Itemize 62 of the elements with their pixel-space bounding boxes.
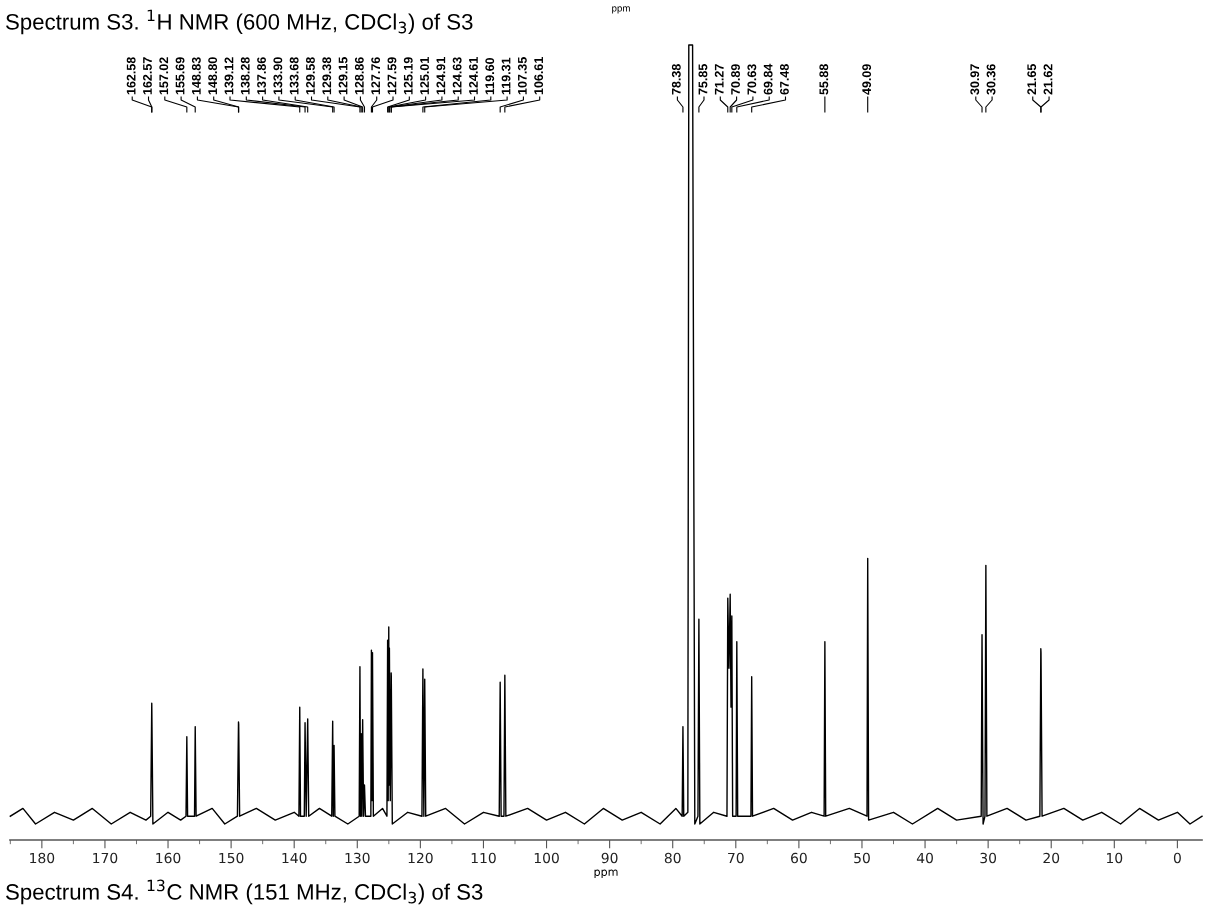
annotation: 124.61 xyxy=(469,57,478,95)
x-tick-label: 20 xyxy=(1043,852,1060,864)
annotation: 125.19 xyxy=(403,57,413,95)
x-tick-label: 0 xyxy=(1173,852,1181,864)
annotation: 49.09 xyxy=(862,64,872,95)
x-tick-label: 100 xyxy=(534,852,559,864)
annotation: 78.38 xyxy=(671,64,681,95)
x-axis-title: ppm xyxy=(594,869,618,879)
annotation: 129.15 xyxy=(338,57,348,95)
annotation: 127.76 xyxy=(371,57,381,95)
annotation: 133.68 xyxy=(289,57,299,95)
x-tick-label: 110 xyxy=(471,852,496,864)
annotation: 125.01 xyxy=(420,57,429,95)
x-tick-label: 150 xyxy=(219,852,244,864)
x-tick-label: 40 xyxy=(916,852,933,864)
annotation: 124.91 xyxy=(436,57,446,95)
annotation: 55.88 xyxy=(819,64,829,95)
annotation: 148.80 xyxy=(208,57,218,95)
annotation: 129.58 xyxy=(306,57,315,95)
x-tick-label: 80 xyxy=(664,852,681,864)
annotation: 107.35 xyxy=(517,57,527,95)
annotation: 157.02 xyxy=(159,57,169,95)
annotation: 71.27 xyxy=(714,64,724,95)
annotation: 127.59 xyxy=(387,57,397,95)
annotation: 30.36 xyxy=(986,64,996,95)
x-tick-label: 170 xyxy=(93,852,118,864)
annotation: 148.83 xyxy=(191,57,201,95)
annotation: 162.57 xyxy=(143,57,152,95)
annotation: 21.65 xyxy=(1027,64,1037,95)
annotation: 67.48 xyxy=(780,64,789,95)
annotation: 137.86 xyxy=(257,57,266,95)
annotation: 124.63 xyxy=(452,57,462,95)
annotation: 69.84 xyxy=(763,63,773,95)
x-tick-label: 30 xyxy=(980,852,997,864)
annotation: 119.31 xyxy=(501,57,511,95)
annotation: 155.69 xyxy=(175,57,185,95)
x-tick-label: 70 xyxy=(728,852,744,864)
text: Spectrum S3. $^{1}$H NMR (600 MHz, CDCl$_{3}$) of S3 xyxy=(6,9,473,35)
x-tick-label: 60 xyxy=(791,852,807,864)
annotation: 138.28 xyxy=(240,57,250,95)
x-tick-label: 160 xyxy=(156,852,181,864)
x-tick-label: 180 xyxy=(30,852,55,864)
annotation: 21.62 xyxy=(1043,64,1053,95)
annotation: 70.89 xyxy=(731,64,740,95)
annotation: 106.61 xyxy=(534,57,544,95)
annotation: 30.97 xyxy=(970,64,980,95)
x-tick-label: 130 xyxy=(345,852,370,864)
x-tick-label: 90 xyxy=(601,852,618,864)
annotation: 128.86 xyxy=(354,57,364,95)
annotation: 70.63 xyxy=(747,64,757,95)
x-tick-label: 10 xyxy=(1107,852,1123,864)
text: Spectrum S4. $^{13}$C NMR (151 MHz, CDCl$_{3}$) of S3 xyxy=(6,879,483,905)
annotation: 162.58 xyxy=(126,57,136,95)
x-tick-label: 140 xyxy=(282,852,307,864)
annotation: 129.38 xyxy=(322,57,332,95)
text: ppm xyxy=(612,6,630,14)
annotation: 75.85 xyxy=(698,64,708,95)
x-tick-label: 120 xyxy=(408,852,433,864)
annotation: 139.12 xyxy=(224,57,234,95)
annotation: 119.60 xyxy=(485,57,495,95)
x-tick-label: 50 xyxy=(854,852,870,864)
annotation: 133.90 xyxy=(273,57,283,95)
